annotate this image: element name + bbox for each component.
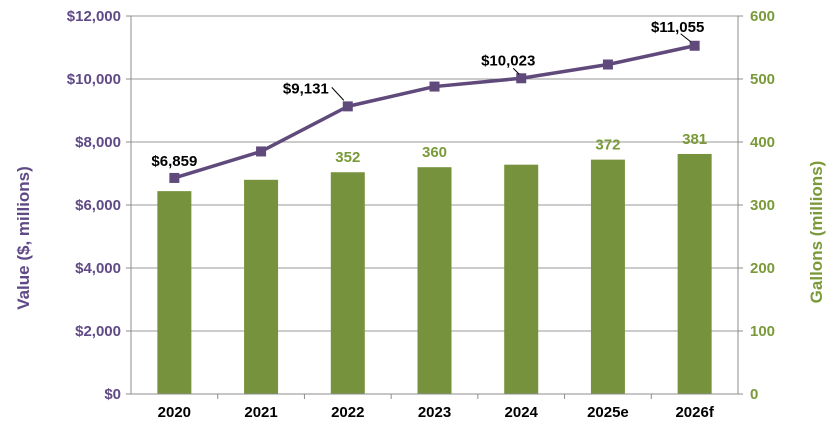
line-marker	[516, 73, 527, 84]
x-tick-label: 2020	[158, 404, 191, 421]
line-marker	[342, 101, 353, 112]
right-axis-title: Gallons (millions)	[807, 161, 826, 304]
x-tick-label: 2021	[244, 404, 277, 421]
line-marker	[689, 40, 700, 51]
right-tick-label: 500	[750, 71, 775, 88]
line-data-label: $9,131	[283, 80, 329, 97]
bar-data-label: 381	[682, 131, 707, 148]
bar	[590, 159, 625, 394]
x-tick-label: 2022	[331, 404, 364, 421]
leader-line	[680, 33, 691, 43]
left-tick-label: $2,000	[75, 323, 121, 340]
left-axis-ticks: $0 $2,000 $4,000 $6,000 $8,000 $10,000 $12,000	[67, 8, 121, 403]
left-axis-title: Value ($, millions)	[14, 166, 33, 310]
right-tick-label: 600	[750, 8, 775, 25]
bar-data-label: 360	[422, 144, 447, 161]
right-tick-label: 400	[750, 134, 775, 151]
x-tick-label: 2023	[418, 404, 451, 421]
bar-data-label: 352	[335, 149, 360, 166]
data-labels: 352 360 372 381 $6,859 $9,131 $10,023 $11,055	[151, 19, 707, 170]
right-axis-ticks: 0 100 200 300 400 500 600	[750, 8, 775, 403]
line-marker	[429, 81, 440, 92]
bar	[157, 191, 192, 394]
x-axis-ticks: 2020 2021 2022 2023 2024 2025e 2026f	[158, 404, 715, 421]
left-tick-label: $0	[104, 386, 121, 403]
right-tick-label: 100	[750, 323, 775, 340]
bar	[330, 172, 365, 394]
bar-series	[157, 153, 712, 394]
line-data-label: $11,055	[651, 19, 704, 36]
line-marker	[256, 146, 267, 157]
line-marker	[169, 172, 180, 183]
bar	[244, 179, 279, 394]
left-tick-label: $10,000	[67, 71, 121, 88]
right-tick-label: 0	[750, 386, 758, 403]
line-series	[169, 40, 700, 183]
bar	[417, 167, 452, 394]
line-data-label: $6,859	[151, 153, 197, 170]
bar	[504, 164, 539, 394]
right-tick-label: 300	[750, 197, 775, 214]
right-tick-label: 200	[750, 260, 775, 277]
left-tick-label: $12,000	[67, 8, 121, 25]
bar	[677, 153, 712, 394]
leader-line	[331, 87, 345, 101]
x-tick-label: 2025e	[587, 404, 629, 421]
bar-data-label: 372	[595, 137, 620, 154]
left-tick-label: $4,000	[75, 260, 121, 277]
axes	[126, 15, 743, 399]
left-tick-label: $8,000	[75, 134, 121, 151]
x-tick-label: 2026f	[675, 404, 714, 421]
left-tick-label: $6,000	[75, 197, 121, 214]
leader-line	[512, 67, 520, 75]
x-tick-label: 2024	[505, 404, 539, 421]
line-data-label: $10,023	[481, 52, 535, 69]
line-marker	[602, 59, 613, 70]
